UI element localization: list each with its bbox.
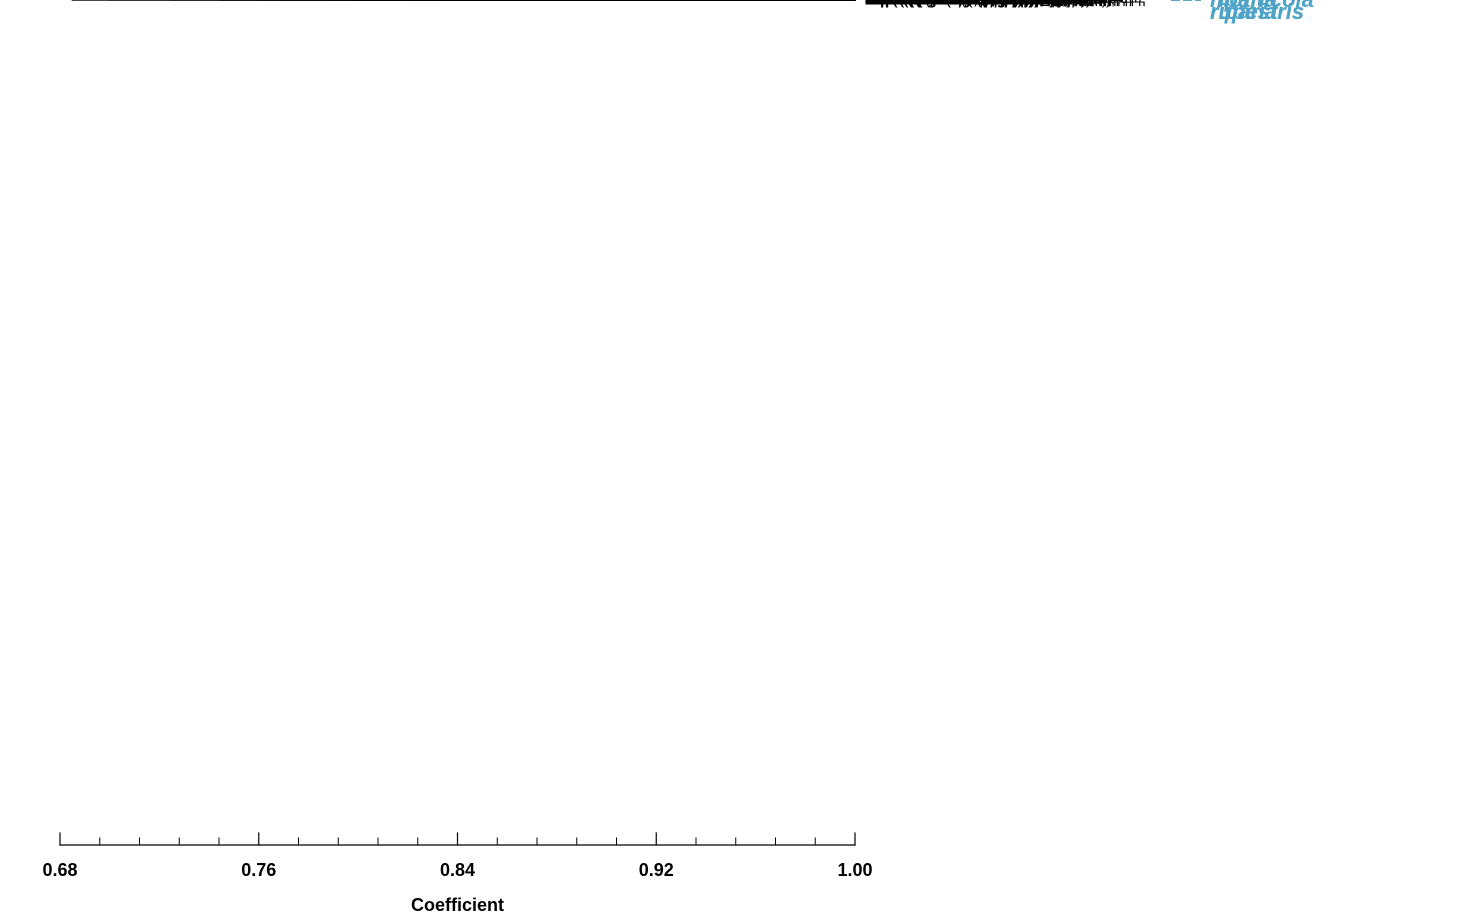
group-label: riparia [1210,0,1277,12]
x-axis-title: Coefficient [411,895,504,916]
leaf-label: Riparia Gloire (riparia) , 미국 [865,0,1059,8]
chart-container: { "layout": { "width": 1459, "height": 9… [0,0,1459,907]
axis-tick-label: 0.92 [639,860,674,881]
axis-tick-label: 1.00 [837,860,872,881]
dendrogram-svg [0,0,1459,907]
axis-tick-label: 0.68 [42,860,77,881]
axis-tick-label: 0.76 [241,860,276,881]
axis-tick-label: 0.84 [440,860,475,881]
